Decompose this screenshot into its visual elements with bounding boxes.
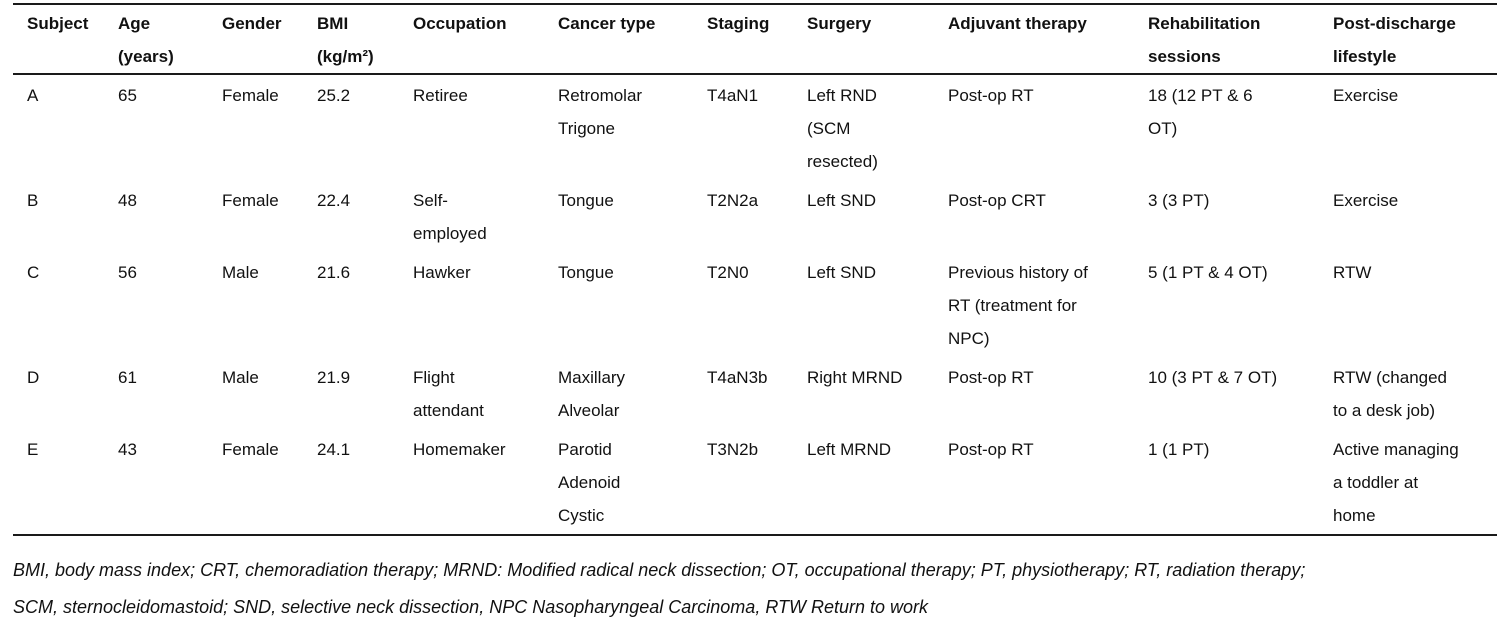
cell-bmi: 24.1 <box>317 440 351 459</box>
cell-post-discharge-lifestyle: Exercise <box>1333 191 1399 210</box>
cell-occupation: Self- employed <box>413 191 487 243</box>
table-row-subject-e: E 43 Female 24.1 Homemaker Parotid Adeno… <box>13 429 1497 535</box>
cell-post-discharge-lifestyle: RTW (changed to a desk job) <box>1333 368 1448 420</box>
cell-bmi: 21.9 <box>317 368 351 387</box>
cell-age: 56 <box>118 263 137 282</box>
cell-rehabilitation-sessions: 5 (1 PT & 4 OT) <box>1148 263 1268 282</box>
cell-occupation: Flight attendant <box>413 368 484 420</box>
table-row-subject-c: C 56 Male 21.6 Hawker Tongue T2N0 Left S… <box>13 252 1497 357</box>
cell-staging: T3N2b <box>707 440 759 459</box>
cell-age: 43 <box>118 440 137 459</box>
cell-age: 65 <box>118 86 137 105</box>
cell-staging: T4aN1 <box>707 86 759 105</box>
cell-gender: Female <box>222 86 279 105</box>
cell-staging: T2N2a <box>707 191 759 210</box>
cell-surgery: Left SND <box>807 191 876 210</box>
col-header-occupation: Occupation <box>413 14 507 33</box>
subjects-table: Subject Age (years) Gender BMI (kg/m²) O… <box>13 3 1497 536</box>
col-header-bmi: BMI (kg/m²) <box>317 14 374 66</box>
cell-subject: E <box>27 440 39 459</box>
cell-surgery: Left RND (SCM resected) <box>807 86 878 171</box>
col-header-gender: Gender <box>222 14 282 33</box>
cell-age: 61 <box>118 368 137 387</box>
cell-gender: Female <box>222 440 279 459</box>
cell-gender: Male <box>222 368 259 387</box>
cell-age: 48 <box>118 191 137 210</box>
table-header-row: Subject Age (years) Gender BMI (kg/m²) O… <box>13 4 1497 74</box>
col-header-cancer-type: Cancer type <box>558 14 656 33</box>
cell-occupation: Hawker <box>413 263 471 282</box>
col-header-post-discharge-lifestyle: Post-discharge lifestyle <box>1333 14 1456 66</box>
col-header-rehabilitation-sessions: Rehabilitation sessions <box>1148 14 1261 66</box>
table-row-subject-b: B 48 Female 22.4 Self- employed Tongue T… <box>13 180 1497 252</box>
cell-subject: A <box>27 86 39 105</box>
cell-cancer-type: Retromolar Trigone <box>558 86 643 138</box>
cell-adjuvant-therapy: Previous history of RT (treatment for NP… <box>948 263 1088 348</box>
cell-surgery: Left SND <box>807 263 876 282</box>
col-header-subject: Subject <box>27 14 89 33</box>
cell-adjuvant-therapy: Post-op RT <box>948 440 1034 459</box>
abbreviations-footnote: BMI, body mass index; CRT, chemoradiatio… <box>13 560 1306 617</box>
cell-cancer-type: Parotid Adenoid Cystic <box>558 440 621 525</box>
cell-staging: T4aN3b <box>707 368 768 387</box>
table-row-subject-a: A 65 Female 25.2 Retiree Retromolar Trig… <box>13 74 1497 180</box>
cell-surgery: Right MRND <box>807 368 903 387</box>
col-header-staging: Staging <box>707 14 770 33</box>
cell-rehabilitation-sessions: 1 (1 PT) <box>1148 440 1210 459</box>
cell-gender: Female <box>222 191 279 210</box>
cell-post-discharge-lifestyle: Exercise <box>1333 86 1399 105</box>
cell-staging: T2N0 <box>707 263 749 282</box>
cell-post-discharge-lifestyle: Active managing a toddler at home <box>1333 440 1459 525</box>
cell-rehabilitation-sessions: 10 (3 PT & 7 OT) <box>1148 368 1278 387</box>
cell-cancer-type: Maxillary Alveolar <box>558 368 626 420</box>
cell-bmi: 25.2 <box>317 86 351 105</box>
cell-subject: B <box>27 191 39 210</box>
cell-rehabilitation-sessions: 18 (12 PT & 6 OT) <box>1148 86 1253 138</box>
cell-subject: D <box>27 368 40 387</box>
cell-post-discharge-lifestyle: RTW <box>1333 263 1372 282</box>
table-row-subject-d: D 61 Male 21.9 Flight attendant Maxillar… <box>13 357 1497 429</box>
cell-occupation: Homemaker <box>413 440 506 459</box>
cell-adjuvant-therapy: Post-op CRT <box>948 191 1046 210</box>
cell-surgery: Left MRND <box>807 440 892 459</box>
cell-rehabilitation-sessions: 3 (3 PT) <box>1148 191 1210 210</box>
cell-subject: C <box>27 263 40 282</box>
cell-cancer-type: Tongue <box>558 263 614 282</box>
cell-adjuvant-therapy: Post-op RT <box>948 368 1034 387</box>
cell-adjuvant-therapy: Post-op RT <box>948 86 1034 105</box>
col-header-age: Age (years) <box>118 14 174 66</box>
cell-bmi: 22.4 <box>317 191 351 210</box>
cell-bmi: 21.6 <box>317 263 351 282</box>
cell-occupation: Retiree <box>413 86 468 105</box>
col-header-surgery: Surgery <box>807 14 872 33</box>
col-header-adjuvant-therapy: Adjuvant therapy <box>948 14 1087 33</box>
cell-gender: Male <box>222 263 259 282</box>
cell-cancer-type: Tongue <box>558 191 614 210</box>
